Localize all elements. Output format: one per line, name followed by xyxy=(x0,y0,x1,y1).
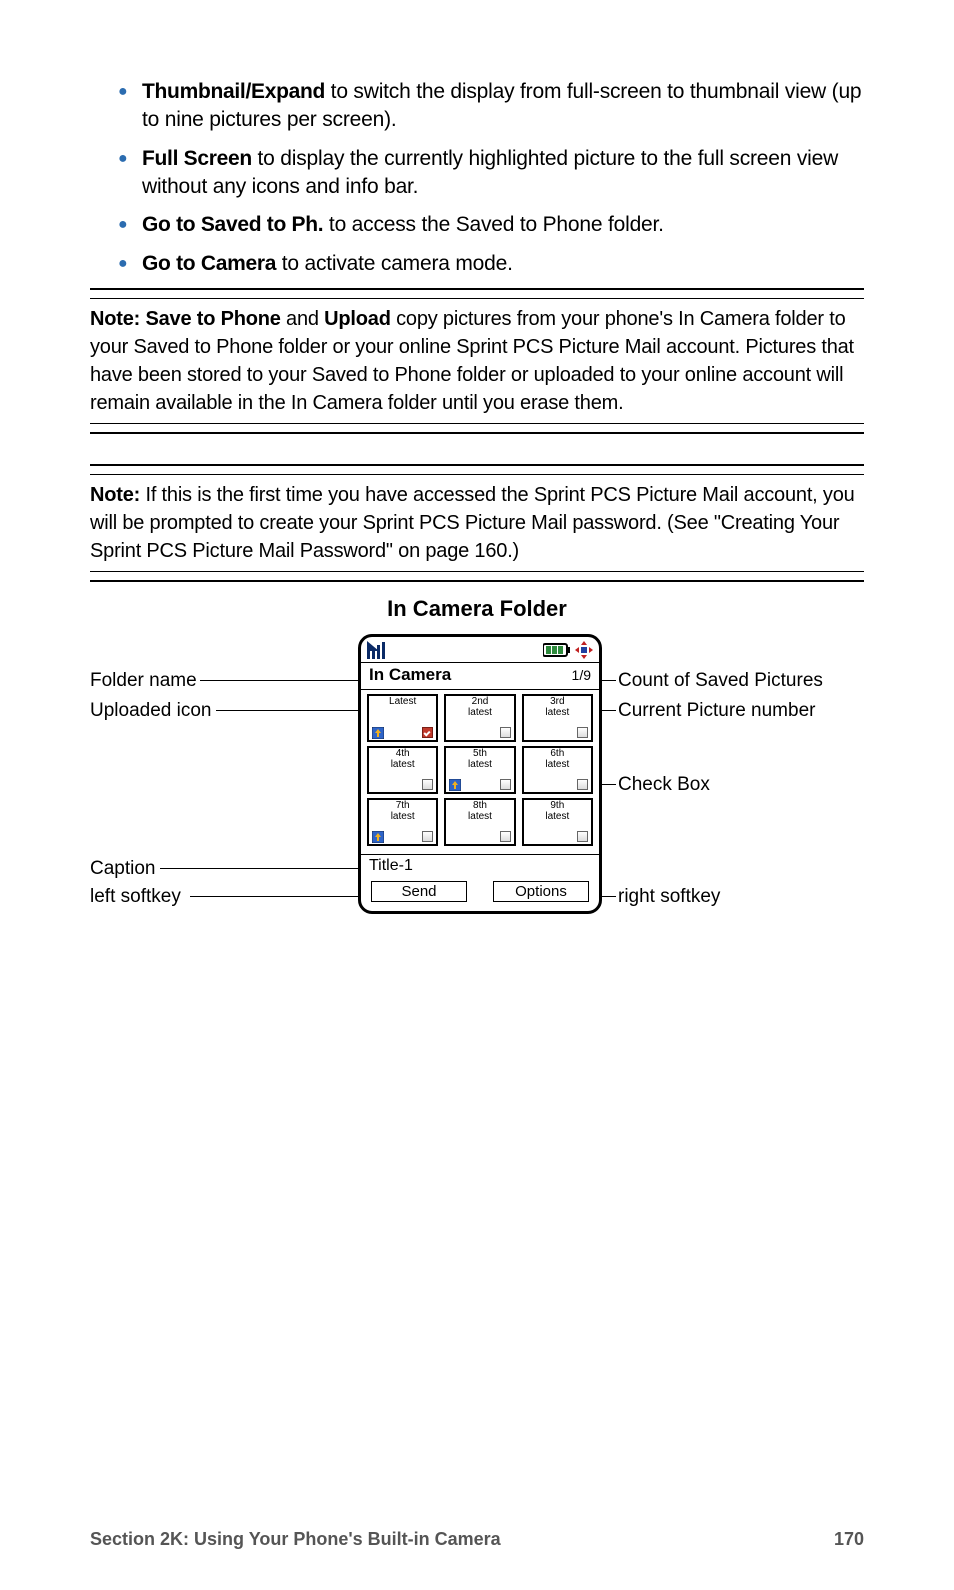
thumb-label: 9th latest xyxy=(545,801,569,822)
uploaded-icon xyxy=(449,778,461,790)
note-text: and xyxy=(281,308,324,330)
diagram-title: In Camera Folder xyxy=(90,596,864,622)
thumb-label: 6th latest xyxy=(545,749,569,770)
thumb-checkbox[interactable] xyxy=(422,831,433,842)
footer-section: Section 2K: Using Your Phone's Built-in … xyxy=(90,1529,501,1550)
thumb-checkbox[interactable] xyxy=(500,831,511,842)
softkey-row: Send Options xyxy=(361,877,599,908)
bullet-text: to activate camera mode. xyxy=(276,252,513,275)
thumb-checkbox[interactable] xyxy=(577,831,588,842)
left-softkey-button[interactable]: Send xyxy=(371,881,467,902)
note-block-2: Note: If this is the first time you have… xyxy=(90,479,864,567)
divider xyxy=(90,432,864,434)
divider xyxy=(90,474,864,475)
divider xyxy=(90,298,864,299)
thumb-row: Latest 2nd latest 3rd latest xyxy=(367,694,593,742)
folder-row: In Camera 1/9 xyxy=(361,663,599,690)
thumbnail[interactable]: 8th latest xyxy=(444,798,515,846)
thumb-label: 4th latest xyxy=(391,749,415,770)
bullet-lead: Go to Saved to Ph. xyxy=(142,213,323,236)
note-lead: Note: xyxy=(90,484,140,506)
right-softkey-button[interactable]: Options xyxy=(493,881,589,902)
caption-text: Title-1 xyxy=(361,854,599,877)
bullet-lead: Go to Camera xyxy=(142,252,276,275)
thumb-checkbox[interactable] xyxy=(422,779,433,790)
diagram: Folder name Uploaded icon Caption left s… xyxy=(90,634,870,954)
thumb-checkbox[interactable] xyxy=(500,727,511,738)
thumb-row: 7th latest 8th latest 9th latest xyxy=(367,798,593,846)
thumbnail[interactable]: 6th latest xyxy=(522,746,593,794)
uploaded-icon xyxy=(372,726,384,738)
lead-line xyxy=(216,710,366,711)
thumbnail[interactable]: Latest xyxy=(367,694,438,742)
thumbnail[interactable]: 2nd latest xyxy=(444,694,515,742)
thumb-checkbox[interactable] xyxy=(577,727,588,738)
callout-left-softkey: left softkey xyxy=(90,886,181,908)
thumb-label: 3rd latest xyxy=(545,697,569,718)
thumb-label: Latest xyxy=(389,697,416,708)
callout-folder-name: Folder name xyxy=(90,670,197,692)
divider xyxy=(90,464,864,466)
lead-line xyxy=(200,680,358,681)
note-strong: Upload xyxy=(324,308,391,330)
thumb-checkbox[interactable] xyxy=(500,779,511,790)
bullet-item: Full Screen to display the currently hig… xyxy=(118,145,864,202)
status-bar xyxy=(361,637,599,663)
uploaded-icon xyxy=(372,830,384,842)
thumbnail[interactable]: 7th latest xyxy=(367,798,438,846)
thumb-label: 5th latest xyxy=(468,749,492,770)
thumbnail-grid: Latest 2nd latest 3rd latest 4th latest 5th … xyxy=(361,690,599,854)
signal-icon xyxy=(367,641,391,659)
callout-count-saved: Count of Saved Pictures xyxy=(618,670,823,692)
footer-page-number: 170 xyxy=(834,1529,864,1550)
bullet-item: Go to Camera to activate camera mode. xyxy=(118,250,864,278)
callout-right-softkey: right softkey xyxy=(618,886,720,908)
thumb-checkbox[interactable] xyxy=(577,779,588,790)
thumb-label: 2nd latest xyxy=(468,697,492,718)
battery-icon xyxy=(543,642,571,658)
divider xyxy=(90,571,864,572)
lead-line xyxy=(190,896,368,897)
callout-current-pic: Current Picture number xyxy=(618,700,815,722)
bullet-text: to access the Saved to Phone folder. xyxy=(323,213,664,236)
bullet-lead: Full Screen xyxy=(142,147,252,170)
bullet-lead: Thumbnail/Expand xyxy=(142,80,325,103)
callout-caption: Caption xyxy=(90,858,156,880)
nav-pad-icon xyxy=(575,641,593,659)
thumbnail[interactable]: 5th latest xyxy=(444,746,515,794)
picture-count: 1/9 xyxy=(572,667,591,683)
note-text: If this is the first time you have acces… xyxy=(90,484,855,562)
divider xyxy=(90,423,864,424)
callout-uploaded-icon: Uploaded icon xyxy=(90,700,211,722)
phone-screen: In Camera 1/9 Latest 2nd latest 3rd latest… xyxy=(358,634,602,914)
thumb-row: 4th latest 5th latest 6th latest xyxy=(367,746,593,794)
thumb-label: 8th latest xyxy=(468,801,492,822)
thumbnail[interactable]: 3rd latest xyxy=(522,694,593,742)
bullet-list: Thumbnail/Expand to switch the display f… xyxy=(90,78,864,278)
divider xyxy=(90,580,864,582)
bullet-item: Thumbnail/Expand to switch the display f… xyxy=(118,78,864,135)
note-block-1: Note: Save to Phone and Upload copy pict… xyxy=(90,303,864,419)
thumb-label: 7th latest xyxy=(391,801,415,822)
thumbnail[interactable]: 9th latest xyxy=(522,798,593,846)
note-lead: Note: xyxy=(90,308,140,330)
callout-check-box: Check Box xyxy=(618,774,710,796)
folder-name: In Camera xyxy=(369,665,451,685)
lead-line xyxy=(160,868,360,869)
bullet-item: Go to Saved to Ph. to access the Saved t… xyxy=(118,211,864,239)
page-footer: Section 2K: Using Your Phone's Built-in … xyxy=(90,1529,864,1550)
note-strong: Save to Phone xyxy=(145,308,280,330)
divider xyxy=(90,288,864,290)
thumbnail[interactable]: 4th latest xyxy=(367,746,438,794)
thumb-checkbox[interactable] xyxy=(422,727,433,738)
